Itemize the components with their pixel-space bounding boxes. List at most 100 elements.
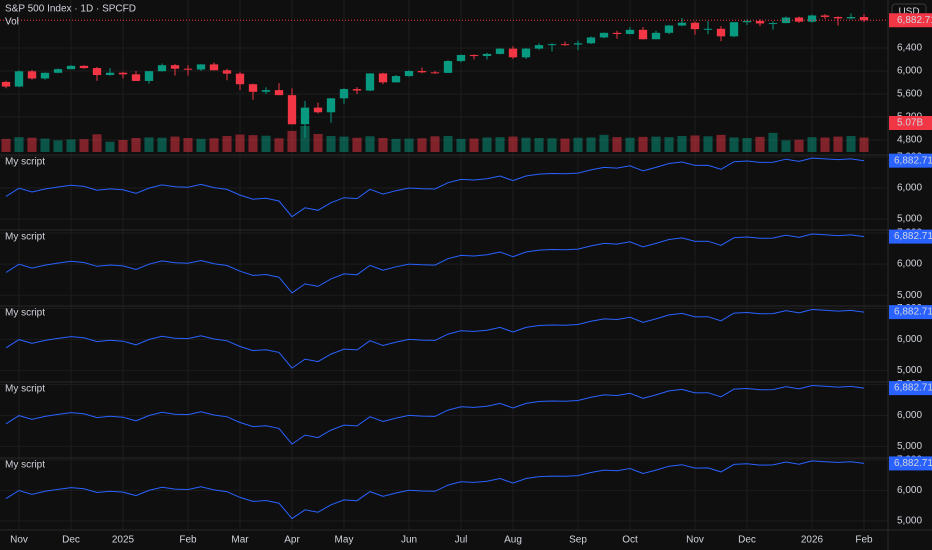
currency-label[interactable]: USD (898, 7, 919, 18)
indicator-line (5, 233, 865, 294)
pane-value-tag (889, 229, 932, 244)
last-price-label: 6,882.71 (897, 15, 932, 26)
volume-bar (846, 136, 856, 152)
candle-body (573, 43, 583, 45)
candle-body (222, 70, 232, 74)
y-tick-label: 5,000 (897, 515, 922, 526)
pane-value-label: 6,882.71 (894, 155, 932, 166)
volume-bar (508, 136, 518, 152)
candle-body (430, 72, 440, 74)
candle-body (690, 22, 700, 30)
candle-body (92, 68, 102, 76)
x-tick-label: Feb (855, 535, 873, 546)
pane-title: My script (5, 308, 45, 319)
candle-body (14, 71, 24, 87)
candle-body (417, 71, 427, 73)
candle-body (391, 76, 401, 83)
candle-body (352, 89, 362, 91)
volume-bar (183, 138, 193, 152)
candle-body (612, 32, 622, 35)
volume-bar (573, 137, 583, 152)
candle-body (339, 89, 349, 99)
y-tick-label: 4,800 (897, 135, 922, 146)
volume-bar (248, 135, 258, 152)
candle-body (118, 72, 128, 75)
x-tick-label: May (335, 535, 354, 546)
volume-bar (157, 137, 167, 152)
volume-bar (235, 134, 245, 152)
candle-body (53, 69, 63, 73)
candle-body (274, 90, 284, 96)
candle-body (599, 32, 609, 38)
volume-bar (430, 136, 440, 152)
volume-bar (209, 138, 219, 152)
volume-bar (27, 137, 37, 152)
candle-body (534, 45, 544, 49)
volume-bar (638, 136, 648, 152)
candle-body (196, 64, 206, 70)
pane-value-label: 6,882.71 (894, 307, 932, 318)
candle-body (261, 90, 271, 92)
pane-value-tag (889, 153, 932, 168)
volume-bar (690, 135, 700, 152)
y-tick-label: 5,000 (897, 441, 922, 452)
candle-body (859, 17, 869, 21)
volume-bar (352, 137, 362, 152)
candle-body (729, 22, 739, 37)
volume-bar (859, 137, 869, 152)
pane-value-label: 6,882.71 (894, 231, 932, 242)
last-price-tag (889, 13, 932, 28)
indicator-line (5, 460, 865, 520)
volume-bar (1, 138, 11, 152)
volume-bar (66, 139, 76, 152)
candle-body (27, 71, 37, 79)
volume-bar (261, 135, 271, 152)
volume-bar (625, 137, 635, 152)
volume-label: 5.07B (897, 118, 923, 129)
volume-bar (807, 137, 817, 152)
pane-title: My script (5, 384, 45, 395)
volume-bar (495, 137, 505, 152)
pane-value-label: 6,882.71 (894, 383, 932, 394)
volume-bar (417, 138, 427, 152)
candle-body (66, 65, 76, 70)
x-tick-label: Sep (569, 535, 587, 546)
x-tick-label: Apr (284, 535, 300, 546)
x-tick-label: 2026 (801, 535, 824, 546)
volume-tag (889, 116, 932, 130)
volume-bar (79, 139, 89, 152)
y-tick-label: 6,000 (897, 334, 922, 345)
x-tick-label: Dec (738, 535, 756, 546)
volume-bar (781, 140, 791, 152)
volume-bar (196, 138, 206, 152)
volume-bar (703, 136, 713, 152)
candle-body (1, 81, 11, 87)
pane-value-tag (889, 381, 932, 396)
candle-body (521, 48, 531, 58)
y-tick-label: 6,000 (897, 485, 922, 496)
volume-bar (768, 132, 778, 152)
y-tick-label: 6,000 (897, 66, 922, 77)
x-tick-label: Nov (686, 535, 704, 546)
volume-bar (105, 141, 115, 152)
x-tick-label: Nov (10, 535, 28, 546)
volume-bar (664, 137, 674, 152)
x-tick-label: Jun (401, 535, 417, 546)
volume-bar (833, 136, 843, 152)
pane-value-tag (889, 456, 932, 471)
x-tick-label: Feb (179, 535, 197, 546)
volume-bar (365, 136, 375, 152)
candle-body (456, 54, 466, 62)
volume-bar (560, 138, 570, 152)
pane-value-tag (889, 305, 932, 320)
indicator-line (5, 384, 865, 445)
candle-body (469, 54, 479, 57)
candle-body (40, 72, 50, 79)
volume-bar (456, 138, 466, 152)
candle-body (820, 15, 830, 17)
volume-bar (274, 138, 284, 152)
candle-body (807, 15, 817, 22)
y-tick-label: 5,000 (897, 365, 922, 376)
x-tick-label: Aug (504, 535, 522, 546)
